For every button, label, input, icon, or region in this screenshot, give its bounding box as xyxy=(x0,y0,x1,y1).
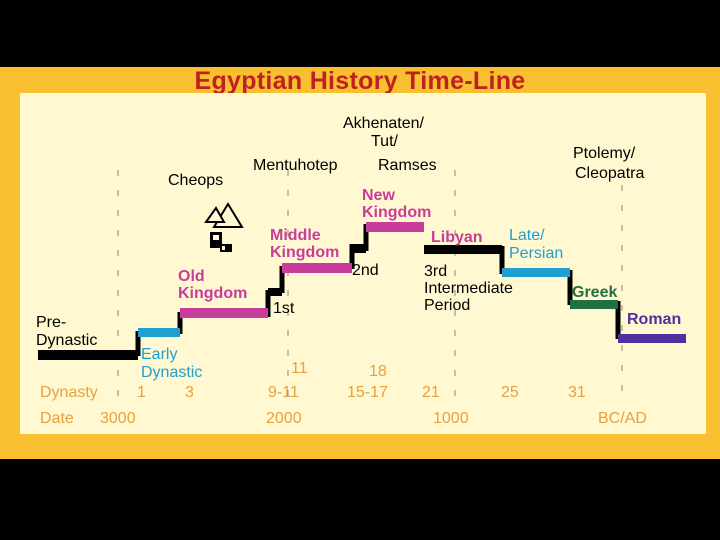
label-1st: 1st xyxy=(273,300,295,317)
label-middle-l2: Kingdom xyxy=(270,244,339,261)
dynasty-31: 31 xyxy=(568,384,586,401)
timeline-frame: Egyptian History Time-Line xyxy=(0,67,720,459)
dynasty-1: 1 xyxy=(137,384,146,401)
dynasty-3: 3 xyxy=(185,384,194,401)
label-3rd-intermediate: 3rd Intermediate Period xyxy=(424,263,517,314)
dynasty-9-11: 9-11 xyxy=(268,384,299,401)
sphinx-icon xyxy=(210,232,232,252)
page-title: Egyptian History Time-Line xyxy=(194,67,526,95)
ruler-ptolemy-l1: Ptolemy/ xyxy=(573,145,636,162)
bar-greek xyxy=(570,300,618,309)
label-3rd-l3: Period xyxy=(424,297,470,314)
dynasty-row: Dynasty 1 3 9-11 15-17 21 25 31 11 18 xyxy=(40,360,586,401)
label-roman: Roman xyxy=(627,311,681,328)
label-new-kingdom: New Kingdom xyxy=(362,187,431,221)
label-late-persian: Late/ Persian xyxy=(509,227,563,262)
label-greek: Greek xyxy=(572,284,617,301)
bar-middle-kingdom xyxy=(282,263,352,273)
label-predynastic: Pre- Dynastic xyxy=(36,314,97,349)
dynasty-11: 11 xyxy=(291,360,308,377)
date-3000: 3000 xyxy=(100,410,136,427)
pyramid-icon xyxy=(204,202,244,228)
date-1000: 1000 xyxy=(433,410,469,427)
bar-3rd-intermediate xyxy=(424,245,502,254)
bar-early-dynastic xyxy=(138,328,180,337)
label-predynastic-l1: Pre- xyxy=(36,314,66,331)
label-libyan: Libyan xyxy=(431,229,483,246)
timeline-panel xyxy=(20,93,706,434)
label-early-l1: Early xyxy=(141,346,177,363)
dynasty-25: 25 xyxy=(501,384,519,401)
label-early-l2: Dynastic xyxy=(141,364,202,381)
date-bcad: BC/AD xyxy=(598,410,647,427)
label-old-l2: Kingdom xyxy=(178,285,247,302)
label-2nd: 2nd xyxy=(352,262,379,279)
dynasty-label: Dynasty xyxy=(40,384,98,401)
bar-2nd xyxy=(352,244,366,253)
label-predynastic-l2: Dynastic xyxy=(36,332,97,349)
date-2000: 2000 xyxy=(266,410,302,427)
ruler-akhenaten-l2: Tut/ xyxy=(371,133,399,150)
date-label: Date xyxy=(40,410,74,427)
ruler-ptolemy: Ptolemy/ Cleopatra xyxy=(573,145,644,182)
ruler-ramses: Ramses xyxy=(378,157,437,174)
label-old-kingdom: Old Kingdom xyxy=(178,268,247,302)
ruler-akhenaten: Akhenaten/ Tut/ xyxy=(343,115,428,150)
label-old-l1: Old xyxy=(178,268,205,285)
bar-late-persian xyxy=(502,268,570,277)
label-late-l2: Persian xyxy=(509,245,563,262)
label-3rd-l2: Intermediate xyxy=(424,280,513,297)
bar-roman xyxy=(618,334,686,343)
bar-old-kingdom xyxy=(180,308,268,318)
label-middle-l1: Middle xyxy=(270,227,321,244)
label-new-l2: Kingdom xyxy=(362,204,431,221)
ruler-ptolemy-l2: Cleopatra xyxy=(575,165,644,182)
dynasty-18: 18 xyxy=(369,363,387,380)
label-3rd-l1: 3rd xyxy=(424,263,447,280)
ruler-mentuhotep: Mentuhotep xyxy=(253,157,338,174)
date-row: Date 3000 2000 1000 BC/AD xyxy=(40,410,647,427)
bar-predynastic xyxy=(38,350,138,360)
dynasty-21: 21 xyxy=(422,384,440,401)
bar-new-kingdom xyxy=(366,222,424,232)
bar-1st xyxy=(268,288,282,296)
label-late-l1: Late/ xyxy=(509,227,545,244)
ruler-cheops: Cheops xyxy=(168,172,223,189)
label-early-dynastic: Early Dynastic xyxy=(141,346,202,381)
label-new-l1: New xyxy=(362,187,395,204)
period-bars xyxy=(38,222,686,360)
ruler-akhenaten-l1: Akhenaten/ xyxy=(343,115,425,132)
label-middle-kingdom: Middle Kingdom xyxy=(270,227,339,261)
dynasty-15-17: 15-17 xyxy=(347,384,388,401)
